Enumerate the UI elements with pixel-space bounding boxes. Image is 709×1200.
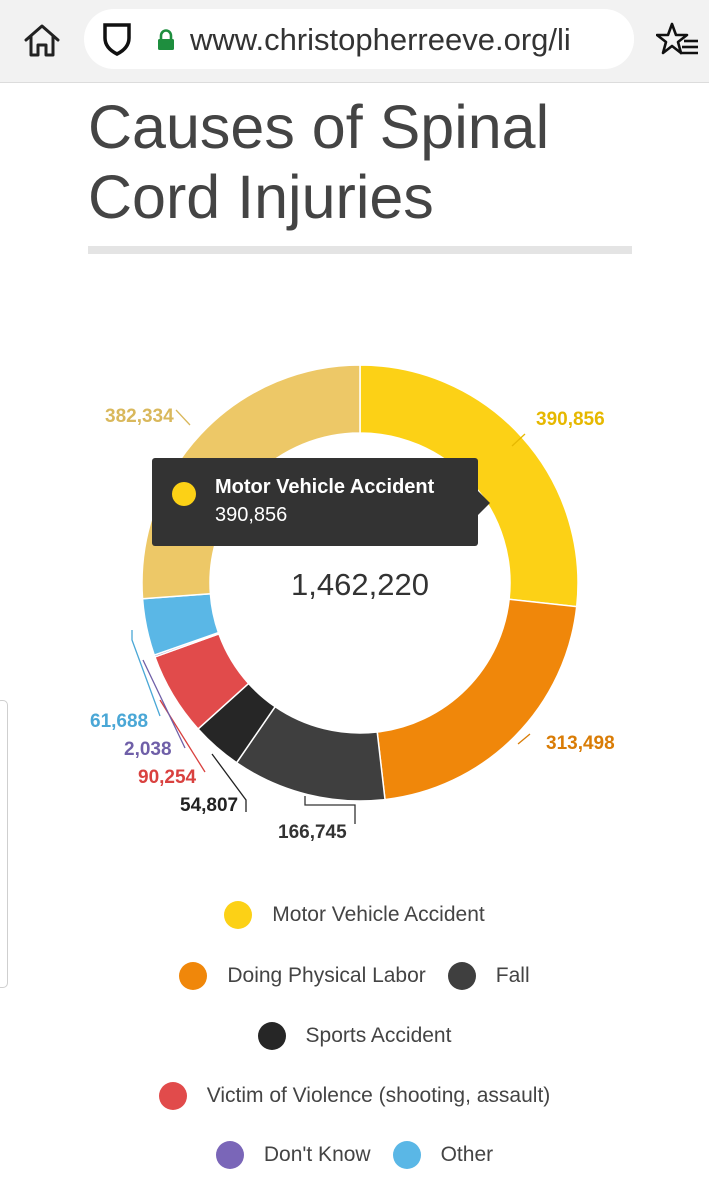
browser-toolbar: www.christopherreeve.org/li — [0, 0, 709, 83]
legend-swatch — [257, 1022, 286, 1050]
leader-line-don-t-know — [142, 659, 186, 749]
tooltip-value: 390,856 — [215, 504, 288, 526]
lock-icon — [158, 29, 174, 50]
legend-row: Doing Physical Labor Fall — [0, 956, 709, 996]
legend-row: Victim of Violence (shooting, assault) — [0, 1076, 709, 1116]
shield-icon[interactable] — [102, 22, 132, 56]
data-label-fall: 166,745 — [278, 822, 347, 843]
home-button[interactable] — [20, 18, 64, 62]
tooltip-label: Motor Vehicle Accident — [215, 476, 435, 498]
leader-line-unlabeled — [175, 409, 191, 426]
legend-swatch — [392, 1141, 421, 1169]
data-label-other: 61,688 — [90, 711, 148, 732]
data-label-sports-accident: 54,807 — [180, 795, 238, 816]
legend-label: Doing Physical Labor — [227, 964, 426, 987]
legend-label: Other — [440, 1143, 494, 1166]
legend-label: Victim of Violence (shooting, assault) — [206, 1084, 551, 1107]
tooltip-swatch — [172, 482, 196, 506]
legend-swatch — [215, 1141, 244, 1169]
leader-line-motor-vehicle-accident — [511, 433, 526, 447]
url-text: www.christopherreeve.org/li — [190, 22, 571, 57]
data-label-doing-physical-labor: 313,498 — [546, 733, 615, 754]
leader-line-other — [131, 630, 161, 717]
legend-item-sports-accident[interactable]: Sports Accident — [257, 1022, 452, 1050]
legend-item-other[interactable]: Other — [392, 1141, 494, 1169]
home-icon — [24, 24, 60, 57]
legend-item-don-t-know[interactable]: Don't Know — [215, 1141, 371, 1169]
leader-line-fall — [304, 796, 356, 824]
url-fade — [594, 9, 634, 69]
chart-tooltip: Motor Vehicle Accident 390,856 — [152, 458, 478, 546]
address-bar[interactable]: www.christopherreeve.org/li — [84, 9, 634, 69]
donut-slice-doing-physical-labor[interactable] — [376, 598, 578, 801]
legend-swatch — [158, 1082, 187, 1110]
donut-chart: 390,856 313,498 166,745 54,807 90,254 2,038 61… — [90, 364, 615, 843]
data-label-victim-of-violence-shooting-assault: 90,254 — [138, 767, 197, 788]
legend-label: Don't Know — [263, 1143, 371, 1166]
favorites-button[interactable] — [655, 16, 700, 64]
legend-label: Fall — [495, 964, 530, 987]
legend-item-doing-physical-labor[interactable]: Doing Physical Labor — [179, 962, 426, 990]
title-divider — [88, 246, 632, 254]
data-label-motor-vehicle-accident: 390,856 — [536, 409, 605, 430]
star-list-icon — [655, 22, 698, 55]
legend-item-victim-of-violence-shooting-assault[interactable]: Victim of Violence (shooting, assault) — [158, 1082, 551, 1110]
page-title-line1: Causes of Spinal — [88, 93, 550, 161]
legend-swatch — [179, 962, 208, 990]
data-label-don-t-know: 2,038 — [124, 739, 172, 760]
legend-row: Sports Accident — [0, 1016, 709, 1056]
leader-line-sports-accident — [211, 753, 247, 812]
legend-item-fall[interactable]: Fall — [447, 962, 530, 990]
legend-row: Don't Know Other — [0, 1135, 709, 1175]
legend-label: Sports Accident — [305, 1024, 452, 1047]
page-title-line2: Cord Injuries — [88, 163, 434, 231]
page-title: Causes of Spinal Cord Injuries — [88, 92, 648, 232]
legend-item-motor-vehicle-accident[interactable]: Motor Vehicle Accident — [224, 901, 485, 929]
legend-label: Motor Vehicle Accident — [272, 903, 485, 926]
leader-line-doing-physical-labor — [517, 733, 531, 745]
legend-swatch — [447, 962, 476, 990]
legend-row: Motor Vehicle Accident — [0, 895, 709, 935]
tooltip-arrow — [478, 491, 490, 515]
donut-center-total: 1,462,220 — [291, 567, 429, 602]
side-scroll-edge — [0, 700, 8, 988]
donut-slice-motor-vehicle-accident[interactable] — [359, 364, 579, 608]
data-label-unlabeled: 382,334 — [105, 406, 174, 427]
legend-swatch — [224, 901, 253, 929]
